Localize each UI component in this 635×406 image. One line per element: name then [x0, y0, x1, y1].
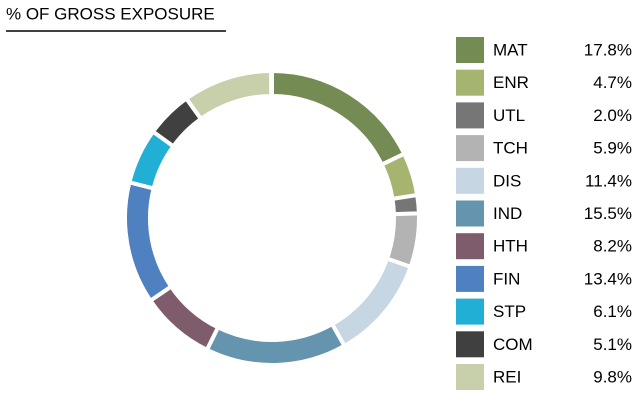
legend-swatch: [456, 37, 484, 63]
legend-value: 8.2%: [593, 237, 632, 256]
legend-value: 13.4%: [584, 269, 632, 288]
legend-swatch: [456, 298, 484, 325]
legend-value: 15.5%: [584, 204, 632, 223]
donut-segment: [390, 192, 421, 217]
legend-label: DIS: [493, 171, 521, 190]
legend-swatch: [456, 200, 484, 227]
legend-value: 9.8%: [593, 367, 632, 386]
legend-value: 11.4%: [585, 171, 632, 190]
donut-segment: [204, 321, 348, 367]
legend-value: 17.8%: [584, 40, 632, 59]
legend-swatch: [456, 265, 484, 292]
chart-title: % OF GROSS EXPOSURE: [6, 4, 215, 23]
legend-value: 4.7%: [593, 73, 632, 92]
legend-label: IND: [493, 204, 522, 223]
legend-label: HTH: [493, 237, 528, 256]
legend-label: MAT: [493, 40, 528, 59]
legend-swatch: [456, 167, 484, 194]
legend-value: 2.0%: [593, 106, 632, 125]
legend-value: 5.9%: [593, 139, 632, 158]
legend-label: COM: [493, 335, 533, 354]
legend-swatch: [456, 69, 484, 96]
donut-segment: [123, 179, 174, 304]
legend-value: 5.1%: [593, 335, 632, 354]
legend-label: REI: [493, 367, 521, 386]
legend-label: FIN: [493, 269, 520, 288]
donut-segment: [379, 151, 420, 202]
legend-label: TCH: [493, 139, 528, 158]
legend-label: STP: [493, 302, 526, 321]
donut-segment: [270, 68, 407, 168]
legend-swatch: [456, 135, 484, 162]
legend-swatch: [456, 233, 484, 260]
donut-segment: [183, 68, 274, 122]
donut-segment: [329, 256, 414, 349]
legend-label: ENR: [493, 73, 529, 92]
legend-label: UTL: [493, 106, 525, 125]
legend-value: 6.1%: [593, 302, 632, 321]
legend-swatch: [456, 331, 484, 358]
legend-swatch: [456, 102, 484, 129]
legend-swatch: [456, 364, 484, 390]
